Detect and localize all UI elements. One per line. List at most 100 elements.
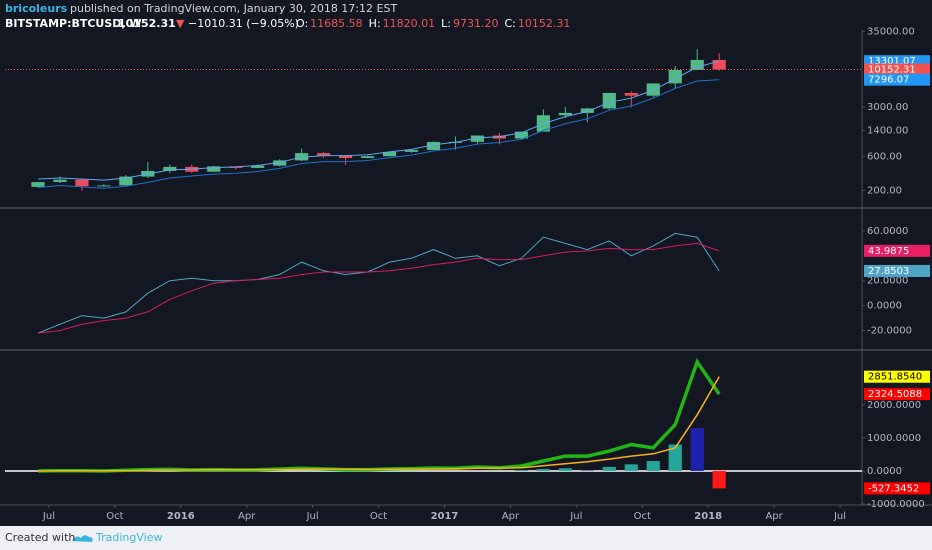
price-label-box (864, 482, 930, 495)
price-label-box (864, 244, 930, 257)
candle-body (360, 156, 375, 159)
series-line (37, 232, 720, 334)
price-label: 2324.5088 (868, 389, 922, 400)
series-line (37, 60, 720, 181)
last-price: 10152.31 (118, 17, 176, 30)
ohlc-key: C: (505, 17, 516, 30)
histogram-bar (514, 470, 528, 471)
price-label-box (864, 63, 930, 76)
ohlc-key: H: (369, 17, 381, 30)
x-tick-label: Jul (306, 511, 319, 522)
y-tick-label: 600.00 (867, 152, 902, 163)
histogram-bar (690, 428, 704, 471)
ohlc-value: 9731.20 (453, 17, 499, 30)
x-tick-label: Oct (106, 511, 123, 522)
x-tick-label: Apr (765, 511, 783, 522)
y-tick-label: 0.0000 (867, 466, 902, 477)
change: −1010.31 (−9.05%) (188, 17, 299, 30)
x-tick-label: 2016 (167, 511, 195, 522)
candle-body (558, 112, 572, 116)
candle-body (53, 179, 67, 183)
y-tick-label: 1000.0000 (867, 433, 921, 444)
created-with: Created with (5, 531, 75, 544)
y-tick-label: 1400.00 (867, 126, 908, 137)
x-tick-label: Jul (42, 511, 55, 522)
candle-body (339, 155, 353, 159)
ohlc-value: 10152.31 (518, 17, 571, 30)
y-tick-label: 35000.00 (867, 26, 915, 37)
ohlc-key: O: (296, 17, 308, 30)
candle-body (426, 141, 441, 150)
symbol: BITSTAMP:BTCUSD, W (5, 17, 142, 30)
price-label: 13301.07 (868, 56, 916, 67)
candle-body (207, 166, 221, 172)
x-tick-label: Oct (370, 511, 387, 522)
candle-body (119, 176, 133, 186)
price-label: 7296.07 (868, 75, 909, 86)
price-label: 2851.8540 (868, 372, 922, 383)
series-line (37, 242, 720, 334)
x-tick-label: Jul (569, 511, 582, 522)
ohlc-value: 11685.58 (310, 17, 363, 30)
series-line (37, 376, 720, 472)
price-label-box (864, 73, 930, 86)
ohlc: O: 11685.58 H: 11820.01 L: 9731.20 C: 10152.31 (296, 17, 570, 30)
x-tick-label: Apr (238, 511, 256, 522)
candle-body (382, 151, 397, 157)
price-label-box (864, 370, 930, 383)
x-tick-label: 2018 (694, 511, 722, 522)
histogram-bar (536, 468, 550, 471)
x-tick-label: 2017 (431, 511, 459, 522)
footer-bar (0, 526, 932, 550)
histogram-bar (668, 444, 682, 471)
ohlc-value: 11820.01 (383, 17, 436, 30)
x-tick-label: Apr (502, 511, 520, 522)
candle-body (602, 92, 616, 109)
candle-body (580, 108, 594, 113)
candle-body (690, 59, 704, 70)
candle-body (317, 153, 331, 156)
candle-body (404, 149, 419, 152)
series-line (37, 79, 720, 189)
candle-body (624, 92, 638, 96)
histogram-bar (558, 468, 572, 471)
candle-body (97, 185, 111, 187)
brand: TradingView (95, 531, 162, 544)
candle-body (514, 131, 528, 139)
y-tick-label: 2000.0000 (867, 400, 921, 411)
logo (72, 535, 93, 542)
y-tick-label: -1000.0000 (867, 499, 925, 510)
ohlc-key: L: (441, 17, 451, 30)
y-tick-label: 200.00 (867, 185, 902, 196)
candle-body (251, 165, 265, 168)
x-tick-label: Oct (634, 511, 651, 522)
y-tick-label: 20.0000 (867, 276, 908, 287)
x-tick-label: Jul (833, 511, 846, 522)
y-tick-label: -20.0000 (867, 326, 912, 337)
candle-body (712, 59, 726, 70)
y-tick-label: 3000.00 (867, 102, 908, 113)
y-tick-label: 60.0000 (867, 226, 908, 237)
price-label-box (864, 388, 930, 401)
price-label: -527.3452 (868, 483, 919, 494)
change-arrow: ▼ (176, 17, 185, 30)
histogram-bar (646, 461, 660, 471)
candle-body (273, 160, 287, 166)
author[interactable]: bricoleurs (5, 2, 68, 15)
candle-body (163, 166, 177, 171)
candle-body (31, 182, 45, 187)
histogram-bar (602, 466, 616, 471)
histogram-bar (712, 470, 726, 489)
published: published on TradingView.com, January 30… (70, 2, 397, 15)
price-label: 10152.31 (868, 65, 916, 76)
price-label: 43.9875 (868, 246, 909, 257)
y-tick-label: 0.0000 (867, 301, 902, 312)
histogram-bar (624, 464, 638, 471)
price-label-box (864, 264, 930, 277)
candle-body (470, 135, 485, 142)
candle-body (75, 179, 89, 187)
price-label: 27.8503 (868, 266, 909, 277)
